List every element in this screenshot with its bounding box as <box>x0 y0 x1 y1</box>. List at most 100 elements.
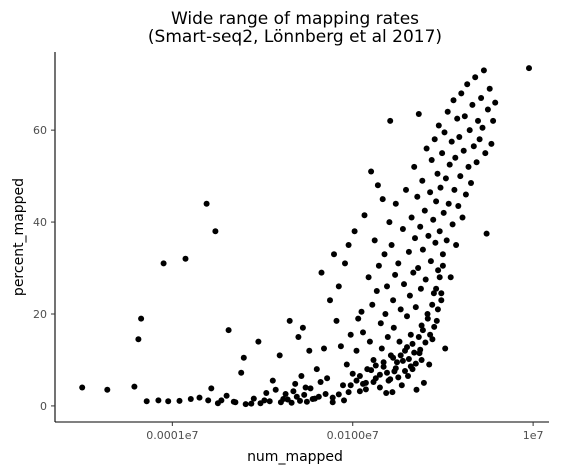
data-point <box>341 397 347 404</box>
data-point <box>370 357 377 363</box>
data-point <box>430 216 437 223</box>
data-point <box>412 304 419 311</box>
data-point <box>446 161 453 168</box>
data-point <box>411 163 418 170</box>
data-point <box>435 267 442 274</box>
data-point <box>415 265 422 271</box>
data-point <box>418 357 425 363</box>
data-point <box>388 242 395 248</box>
data-point <box>238 369 245 376</box>
data-point <box>333 317 340 324</box>
data-point <box>242 401 249 408</box>
data-point <box>447 274 454 281</box>
data-point <box>392 365 399 372</box>
data-point <box>288 399 295 406</box>
data-point <box>214 400 221 407</box>
data-point <box>349 370 356 377</box>
data-point <box>438 290 445 297</box>
y-axis-ticks: 0 20 40 60 <box>33 124 55 413</box>
data-point <box>311 395 318 402</box>
data-point <box>317 379 324 385</box>
data-point <box>347 331 354 338</box>
data-point <box>390 354 397 361</box>
data-point <box>135 336 142 343</box>
data-point <box>398 382 405 389</box>
data-point <box>399 226 406 232</box>
data-point <box>486 85 493 92</box>
data-point <box>392 200 399 207</box>
data-point <box>417 223 424 230</box>
data-point <box>369 301 376 308</box>
data-point <box>313 366 320 373</box>
data-point <box>418 322 425 329</box>
data-point <box>444 108 451 115</box>
data-point <box>445 200 452 207</box>
data-point <box>442 345 449 352</box>
data-point <box>353 347 360 354</box>
data-point <box>306 347 313 354</box>
data-points <box>79 65 532 408</box>
data-point <box>435 122 442 129</box>
data-point <box>415 334 422 340</box>
data-point <box>356 388 363 395</box>
data-point <box>225 327 232 334</box>
data-point <box>427 189 434 196</box>
data-point <box>302 384 309 391</box>
data-point <box>427 258 434 265</box>
data-point <box>358 308 365 315</box>
data-point <box>361 212 368 219</box>
data-point <box>329 399 336 406</box>
data-point <box>405 373 411 379</box>
y-tick-label: 40 <box>33 216 47 229</box>
data-point <box>212 228 219 235</box>
data-point <box>419 327 426 334</box>
data-point <box>374 182 381 189</box>
data-point <box>353 377 360 384</box>
data-point <box>450 97 457 104</box>
data-point <box>79 384 86 391</box>
data-point <box>387 376 394 383</box>
data-point <box>436 228 443 235</box>
data-point <box>479 124 486 131</box>
data-point <box>263 390 270 396</box>
data-point <box>272 386 279 393</box>
data-point <box>404 344 410 351</box>
data-point <box>473 159 480 166</box>
data-point <box>439 251 446 258</box>
data-point <box>196 394 203 401</box>
data-point <box>468 180 474 186</box>
data-point <box>431 323 438 330</box>
chart-title-line-2: (Smart-seq2, Lönnberg et al 2017) <box>148 27 442 47</box>
data-point <box>138 315 145 322</box>
data-point <box>380 363 387 370</box>
data-point <box>414 193 421 200</box>
data-point <box>187 396 194 402</box>
data-point <box>429 301 436 308</box>
data-point <box>411 349 418 356</box>
data-point <box>424 311 431 317</box>
data-point <box>422 276 429 283</box>
data-point <box>303 398 310 405</box>
data-point <box>345 389 352 396</box>
data-point <box>469 101 476 108</box>
data-point <box>422 339 429 346</box>
data-point <box>440 209 447 216</box>
data-point <box>465 163 472 170</box>
data-point <box>343 361 350 368</box>
data-point <box>376 384 383 391</box>
data-point <box>355 315 362 322</box>
data-point <box>390 324 397 331</box>
data-point <box>476 136 483 143</box>
data-point <box>382 311 389 317</box>
data-point <box>255 338 262 345</box>
y-tick-label: 60 <box>33 124 47 137</box>
data-point <box>397 306 404 313</box>
data-point <box>408 214 415 221</box>
data-point <box>176 397 183 404</box>
data-point <box>299 324 306 331</box>
data-point <box>389 389 396 396</box>
data-point <box>442 175 449 182</box>
data-point <box>356 373 363 379</box>
data-point <box>433 317 440 324</box>
data-point <box>419 246 426 253</box>
